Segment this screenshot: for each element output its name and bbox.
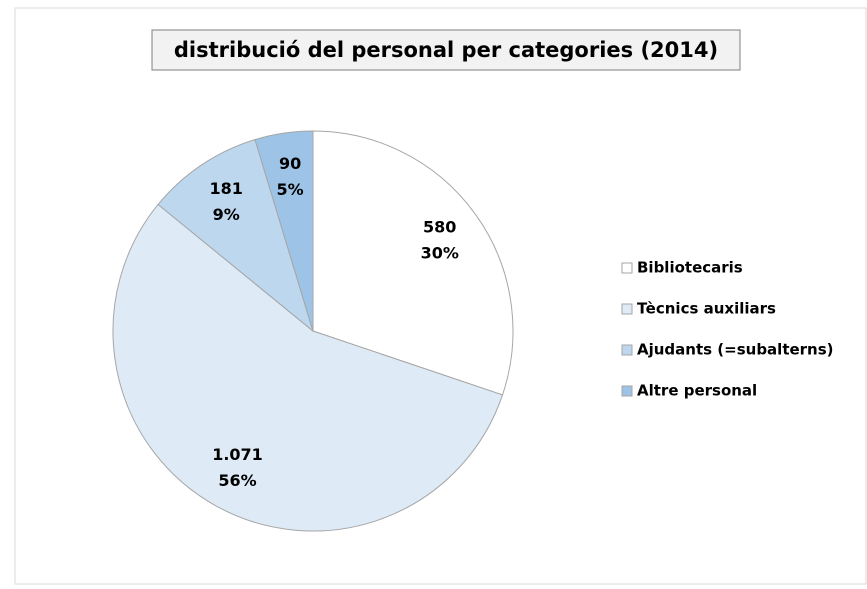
percent-label: 30% <box>421 244 459 263</box>
value-label: 580 <box>423 218 456 237</box>
legend-label: Tècnics auxiliars <box>637 300 776 318</box>
legend-label: Bibliotecaris <box>637 259 743 277</box>
title-box <box>151 29 741 71</box>
legend-label: Altre personal <box>637 382 757 400</box>
pie-slice <box>312 130 514 396</box>
legend-swatch <box>621 344 633 356</box>
legend-swatch <box>621 303 633 315</box>
percent-label: 5% <box>277 180 304 199</box>
legend-label: Ajudants (=subalterns) <box>637 341 834 359</box>
percent-label: 9% <box>213 205 240 224</box>
value-label: 1.071 <box>212 445 263 464</box>
pie-slice <box>254 130 314 332</box>
value-label: 90 <box>279 154 301 173</box>
pie-slice <box>157 138 314 333</box>
value-label: 181 <box>209 179 242 198</box>
pie-slice <box>112 203 504 532</box>
chart-title: distribució del personal per categories … <box>174 38 718 62</box>
legend-swatch <box>621 262 633 274</box>
percent-label: 56% <box>218 471 256 490</box>
legend-swatch <box>621 385 633 397</box>
